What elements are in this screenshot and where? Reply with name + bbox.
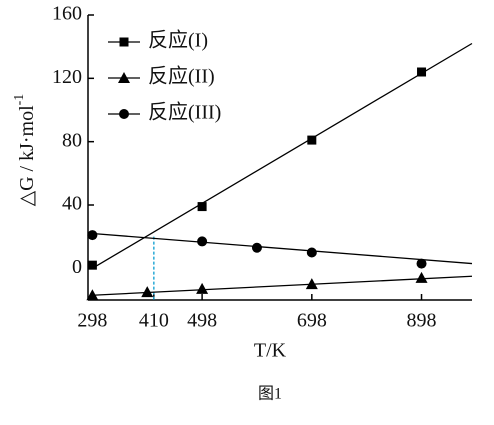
x-tick-label: 298 [77, 310, 107, 332]
legend-label: 反应(III) [148, 101, 221, 124]
x-axis-label: T/K [254, 340, 287, 362]
caption: 图1 [258, 386, 282, 403]
fit-line [92, 232, 473, 265]
x-tick-label: 410 [139, 310, 169, 332]
marker [141, 286, 154, 298]
marker [86, 289, 99, 301]
y-tick-label: 160 [52, 3, 82, 25]
y-axis-label-sup: -1 [12, 94, 27, 106]
y-tick-label: 120 [52, 66, 82, 88]
marker [197, 236, 208, 247]
marker [416, 258, 427, 269]
y-axis-label: △G / kJ·mol-1 [12, 94, 37, 207]
legend-label: 反应(I) [148, 29, 208, 52]
marker [305, 278, 318, 290]
fit-line [92, 275, 473, 296]
x-tick-label: 698 [297, 310, 327, 332]
marker [119, 109, 129, 119]
y-tick-label: 80 [62, 129, 82, 151]
marker [306, 247, 317, 258]
x-tick-label: 898 [407, 310, 437, 332]
y-tick-label: 40 [62, 193, 82, 215]
y-tick-label: 0 [72, 256, 82, 278]
marker [87, 260, 97, 270]
x-tick-label: 498 [187, 310, 217, 332]
legend-label: 反应(II) [148, 65, 215, 88]
marker [119, 37, 129, 47]
marker [417, 67, 427, 77]
fit-line [92, 42, 473, 269]
marker [87, 230, 98, 241]
marker [415, 271, 428, 283]
marker [196, 282, 209, 294]
marker [118, 72, 130, 83]
y-axis-label-main: △G / kJ·mol [16, 105, 38, 206]
marker [251, 242, 262, 253]
marker [197, 202, 207, 212]
marker [307, 135, 317, 145]
